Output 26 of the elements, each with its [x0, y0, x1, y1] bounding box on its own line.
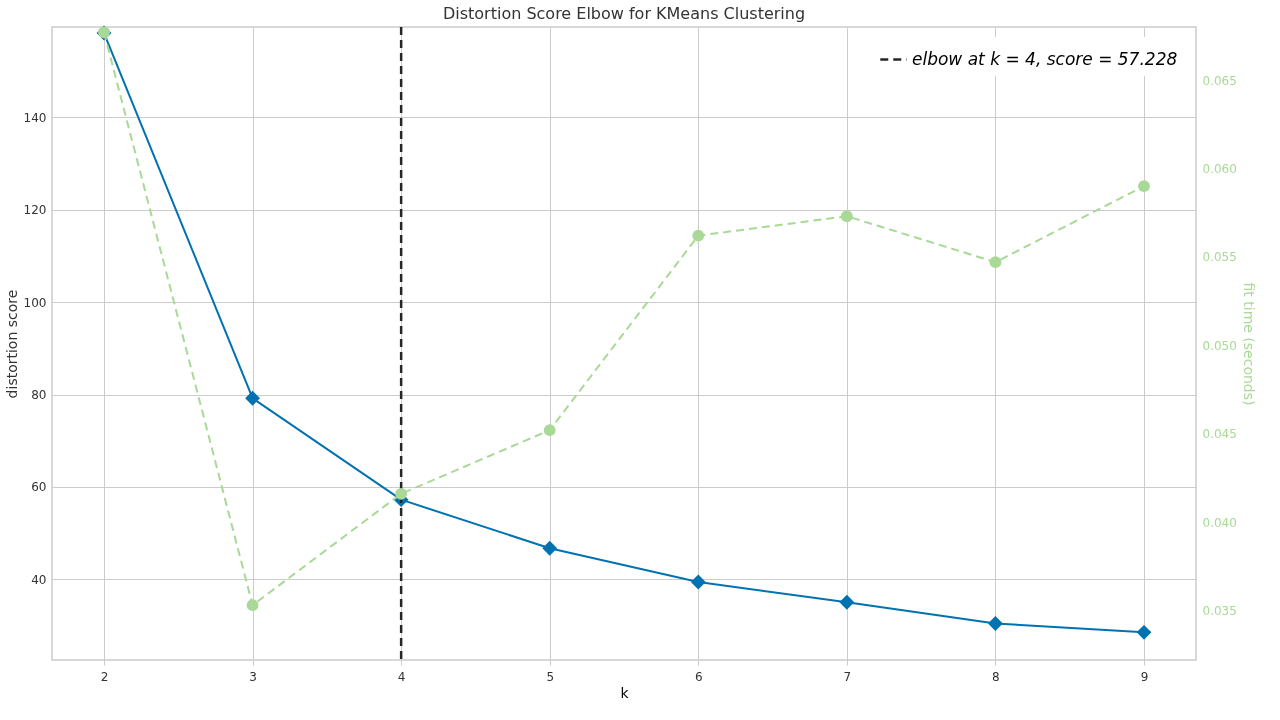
y-tick-label: 60 [31, 480, 47, 495]
x-tick-label: 7 [843, 669, 852, 684]
x-tick-label: 8 [992, 669, 1000, 684]
y-tick-label: 80 [31, 388, 47, 403]
y2-tick-label: 0.050 [1202, 338, 1237, 353]
chart-title: Distortion Score Elbow for KMeans Clustering [442, 3, 806, 23]
y2-axis-title: fit time (seconds) [1240, 282, 1257, 406]
y-tick-label: 40 [31, 572, 47, 587]
y2-tick-label: 0.060 [1202, 161, 1237, 176]
y-axis-title: distortion score [3, 289, 20, 399]
y2-tick-label: 0.040 [1202, 515, 1237, 530]
y2-tick-label: 0.065 [1202, 73, 1237, 88]
x-tick-label: 2 [100, 669, 109, 684]
x-axis-title: k [620, 684, 630, 701]
y-tick-label: 120 [23, 203, 47, 218]
y2-tick-label: 0.035 [1202, 603, 1237, 618]
y-tick-label: 100 [23, 295, 47, 310]
ref-line-label: elbow at k = 4, score = 57.228 [912, 48, 1178, 69]
y-tick-label: 140 [23, 110, 47, 125]
x-tick-label: 9 [1140, 669, 1149, 684]
x-tick-label: 3 [249, 669, 257, 684]
x-tick-label: 4 [397, 669, 406, 684]
y2-tick-label: 0.045 [1202, 427, 1237, 442]
x-tick-label: 6 [694, 669, 703, 684]
x-tick-label: 5 [546, 669, 555, 684]
y2-tick-label: 0.055 [1202, 250, 1237, 265]
